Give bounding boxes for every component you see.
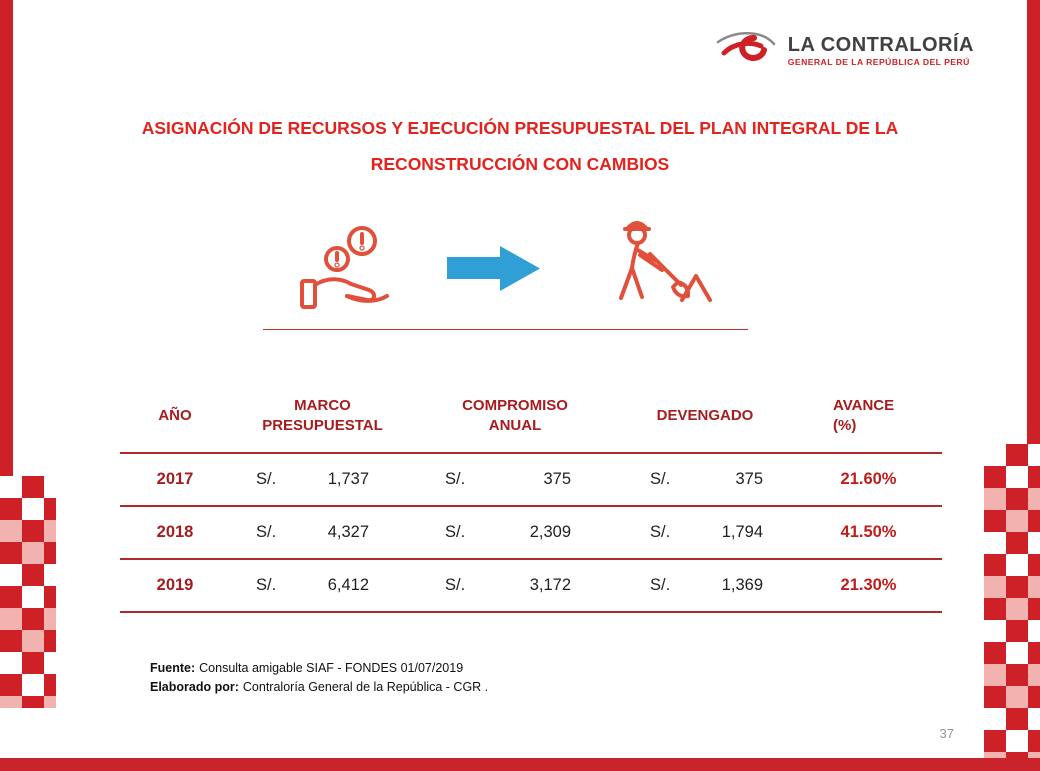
marco-cell: S/. 6,412 bbox=[230, 576, 415, 595]
year-cell: 2019 bbox=[156, 576, 194, 594]
currency-symbol: S/. bbox=[650, 523, 671, 541]
currency-symbol: S/. bbox=[256, 523, 277, 541]
currency-symbol: S/. bbox=[445, 523, 466, 541]
page-number: 37 bbox=[939, 726, 954, 741]
source-footer: Fuente: Consulta amigable SIAF - FONDES 0… bbox=[150, 659, 488, 697]
coins-in-hand-icon bbox=[299, 223, 399, 323]
currency-symbol: S/. bbox=[650, 470, 671, 488]
right-red-strip bbox=[1027, 0, 1040, 444]
header-devengado: DEVENGADO bbox=[656, 407, 754, 424]
logo-tagline: GENERAL DE LA REPÚBLICA DEL PERÚ bbox=[787, 57, 970, 67]
currency-symbol: S/. bbox=[256, 576, 277, 594]
pictogram-row bbox=[263, 208, 748, 330]
devengado-cell: S/. 375 bbox=[615, 470, 795, 489]
currency-symbol: S/. bbox=[445, 576, 466, 594]
compromiso-cell: S/. 2,309 bbox=[415, 523, 615, 542]
left-red-strip bbox=[0, 0, 13, 476]
slide-title-line2: RECONSTRUCCIÓN CON CAMBIOS bbox=[370, 154, 670, 174]
devengado-value: 375 bbox=[735, 470, 763, 488]
worker-digging-icon bbox=[590, 220, 712, 325]
contraloria-logo: LA CONTRALORÍA GENERAL DE LA REPÚBLICA D… bbox=[714, 26, 974, 75]
avance-cell: 21.30% bbox=[840, 576, 897, 594]
compromiso-cell: S/. 3,172 bbox=[415, 576, 615, 595]
marco-cell: S/. 4,327 bbox=[230, 523, 415, 542]
fuente-label: Fuente: bbox=[150, 661, 196, 675]
table-row: 2019 S/. 6,412 S/. 3,172 S/. 1,369 21.30… bbox=[120, 560, 942, 613]
arrow-right-icon bbox=[447, 245, 542, 297]
slide-title-line1: ASIGNACIÓN DE RECURSOS Y EJECUCIÓN PRESU… bbox=[141, 118, 899, 138]
slide-title: ASIGNACIÓN DE RECURSOS Y EJECUCIÓN PRESU… bbox=[60, 110, 980, 182]
devengado-cell: S/. 1,794 bbox=[615, 523, 795, 542]
compromiso-value: 375 bbox=[543, 470, 571, 488]
marco-value: 6,412 bbox=[327, 576, 369, 594]
compromiso-cell: S/. 375 bbox=[415, 470, 615, 489]
table-header-row: AÑO MARCO PRESUPUESTAL COMPROMISO ANUAL … bbox=[120, 380, 942, 454]
devengado-value: 1,369 bbox=[721, 576, 763, 594]
logo-name: LA CONTRALORÍA bbox=[787, 34, 974, 56]
compromiso-value: 2,309 bbox=[529, 523, 571, 541]
devengado-cell: S/. 1,369 bbox=[615, 576, 795, 595]
year-cell: 2017 bbox=[156, 470, 194, 488]
marco-value: 4,327 bbox=[327, 523, 369, 541]
compromiso-value: 3,172 bbox=[529, 576, 571, 594]
header-year: AÑO bbox=[158, 407, 192, 424]
marco-value: 1,737 bbox=[327, 470, 369, 488]
currency-symbol: S/. bbox=[445, 470, 466, 488]
elaborado-label: Elaborado por: bbox=[150, 680, 239, 694]
bottom-red-bar bbox=[0, 758, 1040, 771]
fuente-text: Consulta amigable SIAF - FONDES 01/07/20… bbox=[199, 661, 464, 675]
header-compromiso-anual: COMPROMISO ANUAL bbox=[462, 397, 568, 434]
currency-symbol: S/. bbox=[256, 470, 277, 488]
elaborado-line: Elaborado por: Contraloría General de la … bbox=[150, 678, 488, 697]
right-mosaic-decoration bbox=[984, 444, 1040, 758]
table-row: 2017 S/. 1,737 S/. 375 S/. 375 21.60% bbox=[120, 454, 942, 507]
table-row: 2018 S/. 4,327 S/. 2,309 S/. 1,794 41.50… bbox=[120, 507, 942, 560]
header-avance: AVANCE (%) bbox=[833, 397, 895, 434]
logo-text: LA CONTRALORÍA GENERAL DE LA REPÚBLICA D… bbox=[788, 34, 974, 67]
budget-table: AÑO MARCO PRESUPUESTAL COMPROMISO ANUAL … bbox=[120, 380, 942, 613]
marco-cell: S/. 1,737 bbox=[230, 470, 415, 489]
header-marco-presupuestal: MARCO PRESUPUESTAL bbox=[262, 397, 383, 434]
year-cell: 2018 bbox=[156, 523, 194, 541]
left-mosaic-decoration bbox=[0, 476, 56, 708]
avance-cell: 21.60% bbox=[840, 470, 897, 488]
fuente-line: Fuente: Consulta amigable SIAF - FONDES 0… bbox=[150, 659, 488, 678]
elaborado-text: Contraloría General de la República - CG… bbox=[242, 680, 489, 694]
avance-cell: 41.50% bbox=[840, 523, 897, 541]
currency-symbol: S/. bbox=[650, 576, 671, 594]
devengado-value: 1,794 bbox=[721, 523, 763, 541]
contraloria-swoosh-icon bbox=[714, 26, 780, 75]
